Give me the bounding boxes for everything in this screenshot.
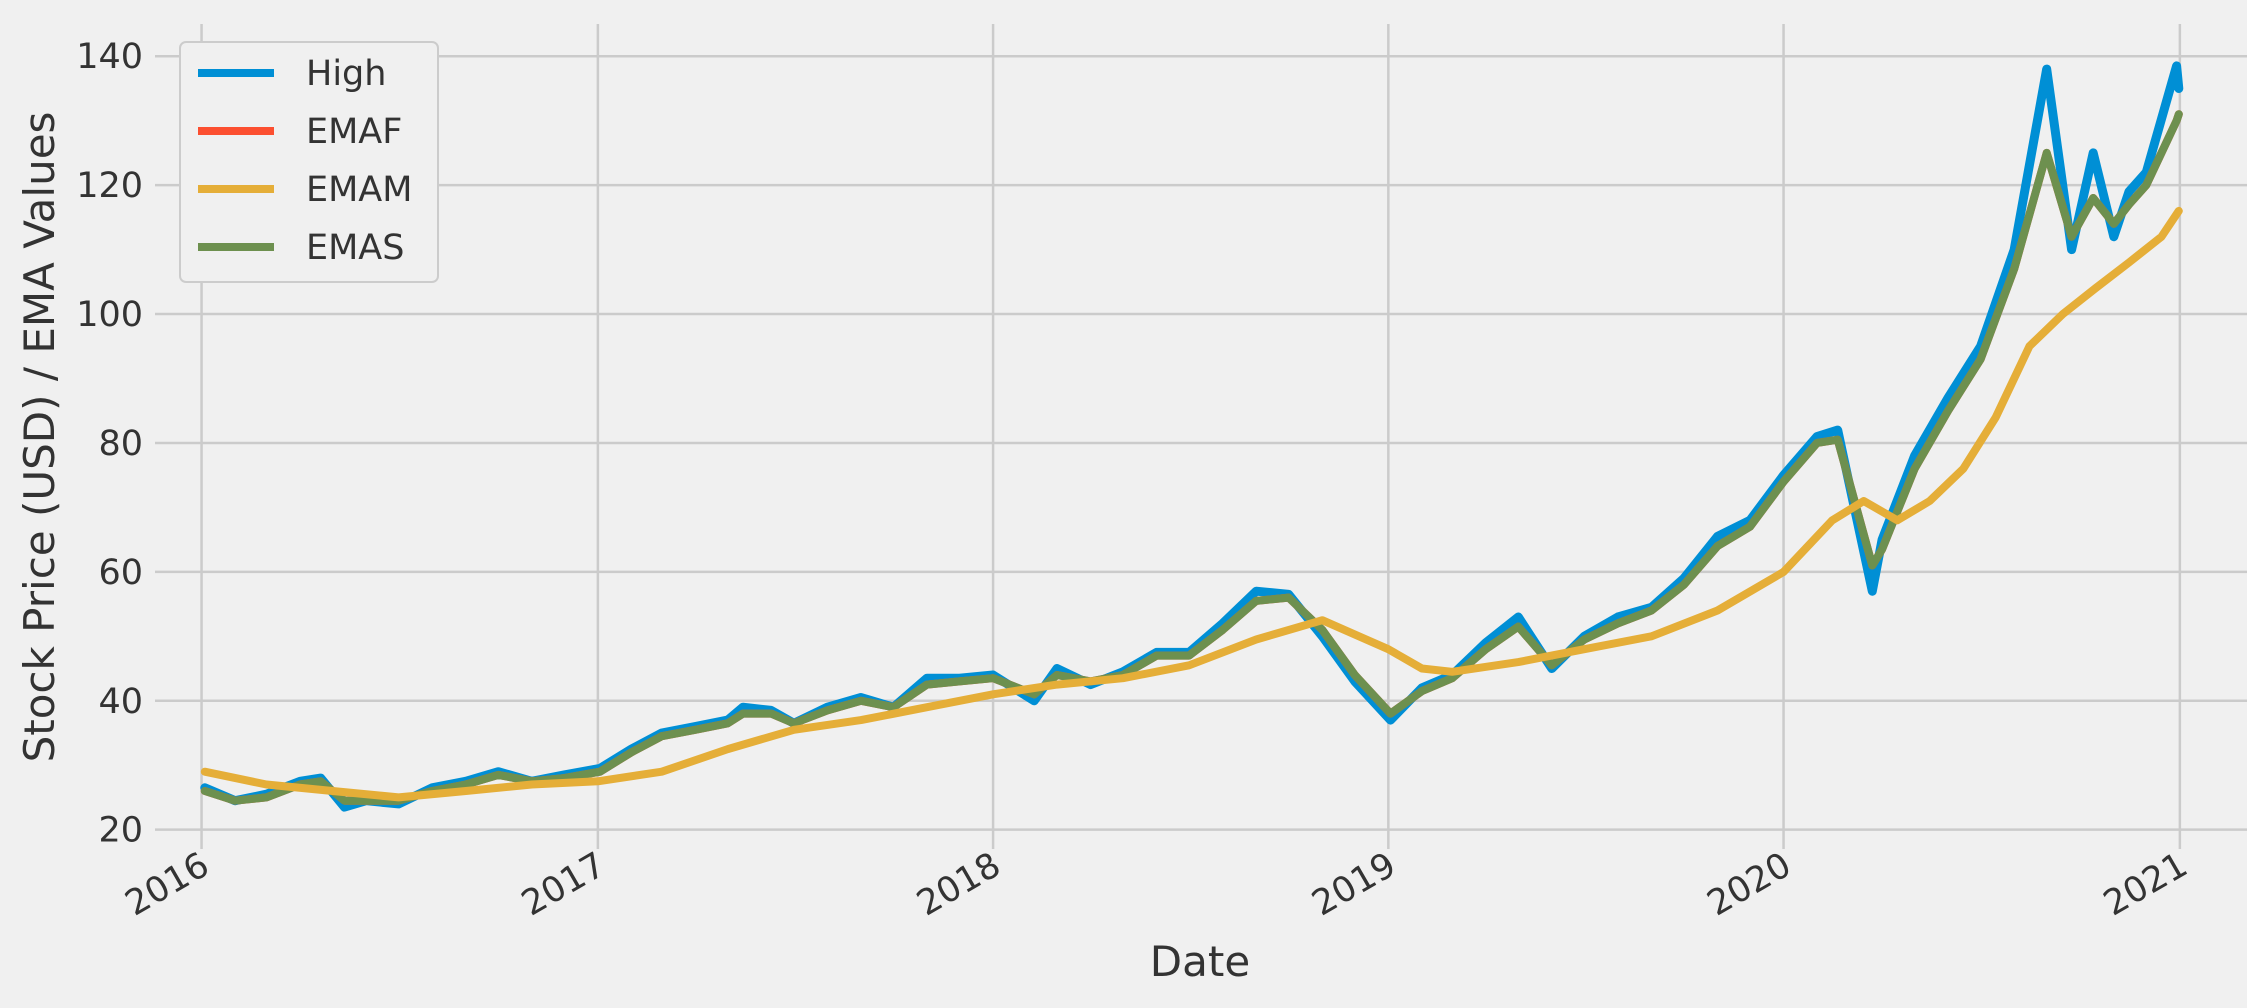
y-tick-label: 100 [76, 295, 143, 335]
legend-label-emas: EMAS [306, 228, 404, 268]
legend: High EMAF EMAM EMAS [179, 41, 439, 283]
legend-box [179, 41, 439, 283]
legend-label-emam: EMAM [306, 170, 412, 210]
legend-label-emaf: EMAF [306, 112, 402, 152]
legend-label-high: High [306, 54, 386, 94]
x-axis-label: Date [1150, 937, 1250, 986]
y-tick-label: 140 [76, 37, 143, 77]
y-tick-label: 120 [76, 166, 143, 206]
series-lines [200, 61, 2184, 812]
series-line-emam [200, 206, 2183, 802]
y-tick-label: 20 [98, 811, 143, 851]
y-tick-label: 80 [98, 424, 143, 464]
y-tick-label: 40 [98, 682, 143, 722]
y-tick-labels: 20 40 60 80 100 120 140 [76, 37, 143, 850]
y-tick-label: 60 [98, 553, 143, 593]
y-axis-label: Stock Price (USD) / EMA Values [15, 112, 64, 763]
